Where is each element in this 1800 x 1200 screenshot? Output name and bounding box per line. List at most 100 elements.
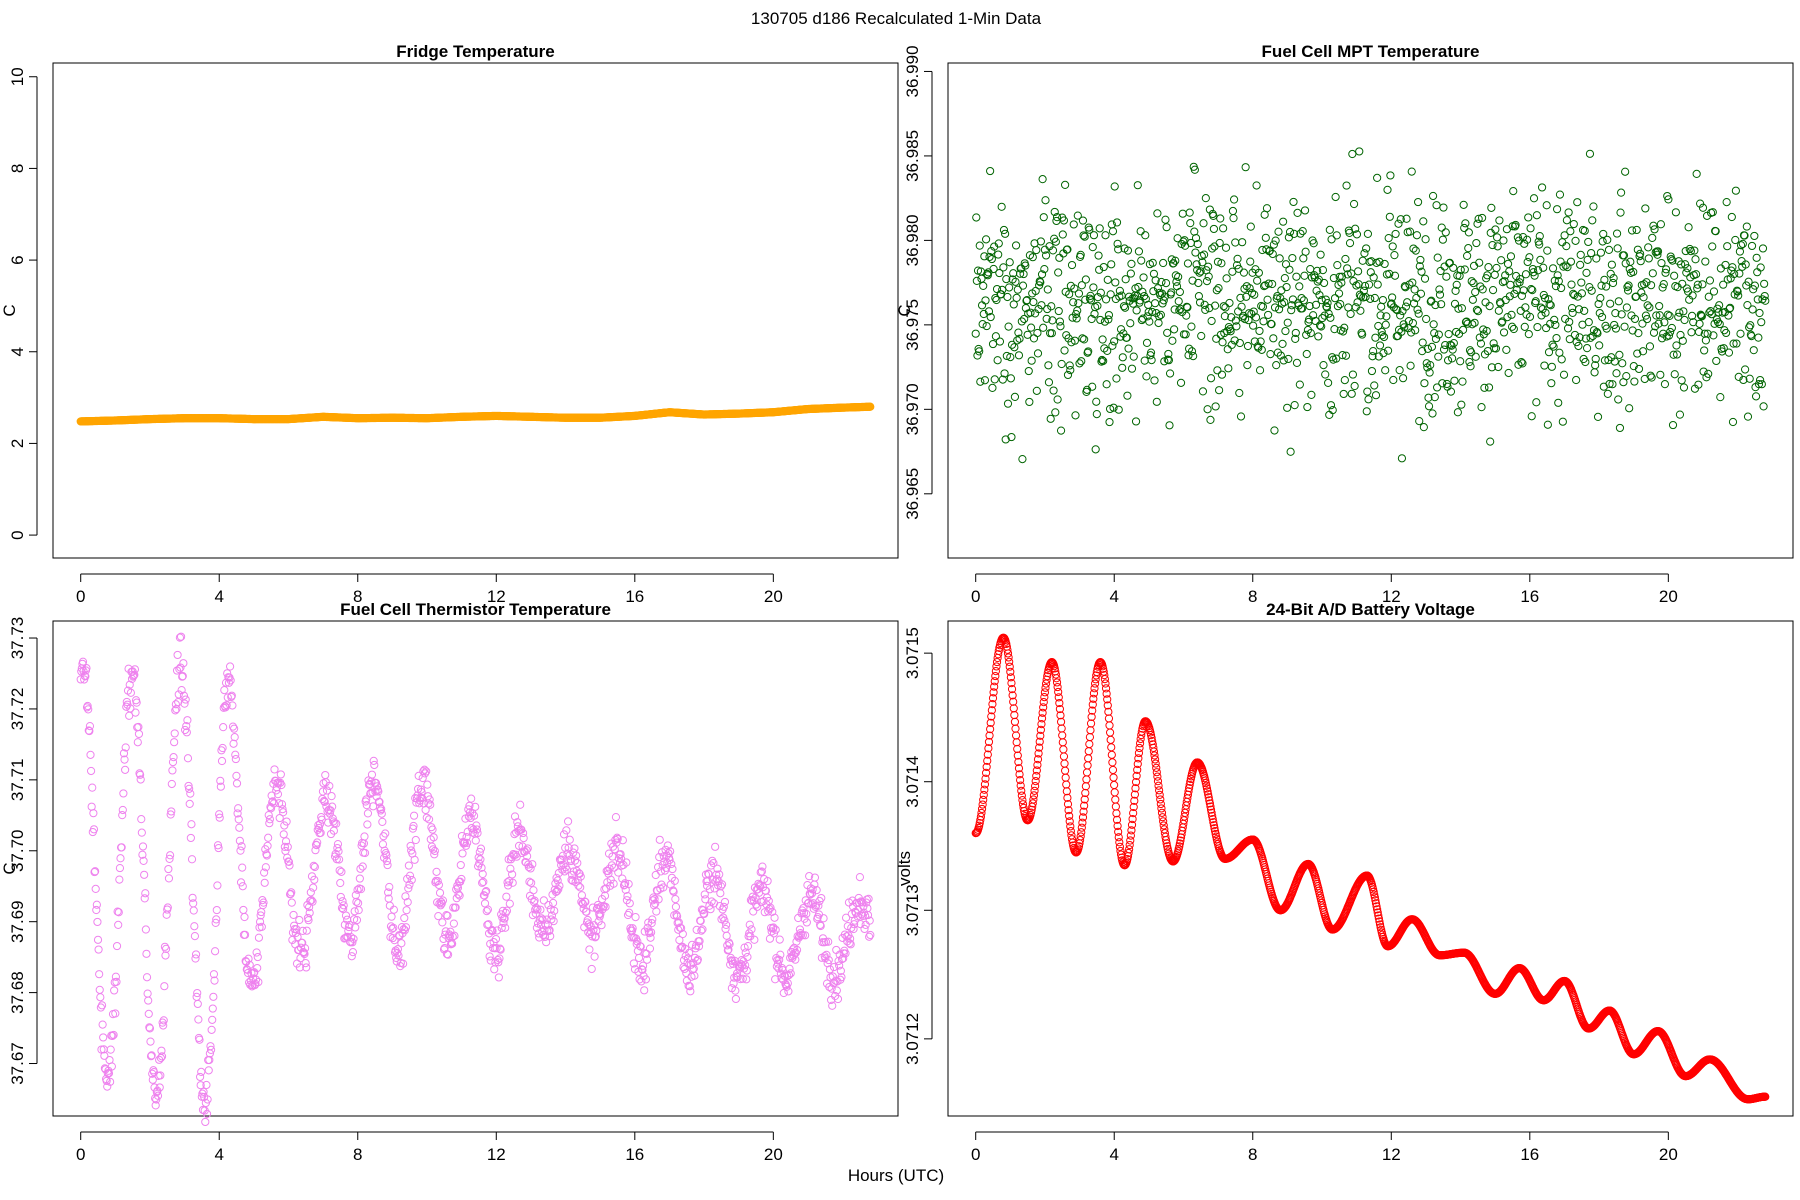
data-point [1326,401,1336,410]
data-point [1214,386,1224,395]
data-point [1010,710,1019,720]
data-point [1334,289,1344,298]
data-point [1532,398,1541,407]
data-point [1091,445,1100,454]
data-point [1280,298,1289,307]
data-point [975,241,984,250]
data-point [1742,222,1751,231]
data-point [270,765,279,774]
data-point [191,950,201,959]
data-point [1301,247,1310,256]
data-point [1353,267,1363,276]
data-point [1274,227,1283,236]
data-point [1059,745,1068,754]
data-point [1081,275,1090,284]
data-point [1013,336,1022,345]
y-tick-label: 3.0715 [903,627,922,679]
y-tick-label: 36.980 [903,214,922,266]
data-point [1420,274,1430,283]
data-point [1346,309,1355,319]
data-point [1005,258,1014,267]
data-point [749,907,758,916]
data-point [1088,243,1097,252]
y-tick-label: 37.70 [8,829,27,872]
data-point [1309,239,1318,248]
data-point [1168,336,1177,345]
data-point [1201,305,1210,314]
data-point [1758,244,1768,253]
data-point [1223,345,1232,354]
data-point [1692,169,1701,179]
data-point [979,281,988,290]
data-point [973,351,982,360]
data-point [1625,404,1634,413]
data-point [1602,324,1611,333]
data-point [137,828,146,837]
data-point [1154,318,1163,328]
data-point [1363,387,1372,396]
data-point [976,377,985,386]
data-point [1525,253,1534,262]
data-point [972,213,981,222]
data-point [279,830,288,839]
data-point [1547,362,1556,371]
data-point [1492,263,1501,273]
data-point [1117,291,1126,300]
x-tick-label: 8 [1248,1145,1257,1164]
data-point [1032,245,1041,255]
data-point [981,296,990,305]
data-point [1355,147,1364,156]
data-point [99,1033,108,1042]
data-point [1554,398,1563,407]
data-point [1583,255,1592,264]
data-point [994,250,1003,259]
data-point [1418,338,1427,347]
data-point [1041,196,1050,205]
data-point [110,986,119,995]
data-point [977,301,987,310]
data-point [1532,211,1541,220]
data-point [1536,255,1545,264]
data-point [410,855,419,864]
x-tick-label: 20 [764,1145,783,1164]
data-point [1134,247,1144,256]
data-point [1484,383,1494,392]
data-point [170,729,179,738]
data-point [1475,258,1484,267]
data-point [1189,352,1198,361]
data-point [1302,330,1311,340]
data-point [1175,287,1184,297]
data-point [1142,338,1152,347]
data-point [1279,217,1288,226]
data-point [197,1067,206,1076]
data-point [1558,417,1567,426]
data-point [295,915,304,925]
data-point [1060,759,1069,768]
data-point [1708,242,1717,251]
data-point [1325,410,1334,419]
data-point [225,662,235,671]
data-point [1183,259,1193,268]
data-point [118,805,127,815]
data-point [327,792,336,801]
data-point [1607,260,1616,269]
data-point [505,899,514,908]
data-point [1096,315,1105,325]
data-point [1058,230,1067,239]
data-point [1750,231,1759,241]
data-point [1695,319,1704,328]
data-point [1529,194,1539,203]
data-point [1360,249,1369,258]
data-point [1165,369,1175,378]
y-tick-label: 37.69 [8,900,27,943]
data-point [1278,339,1287,348]
y-tick-label: 37.67 [8,1042,27,1085]
data-point [1062,780,1071,789]
data-point [1731,186,1740,195]
data-point [1506,252,1516,261]
data-point [1104,714,1114,723]
data-point [1025,397,1034,407]
data-point [1069,220,1078,229]
data-point [1039,323,1048,332]
data-point [1362,244,1371,253]
